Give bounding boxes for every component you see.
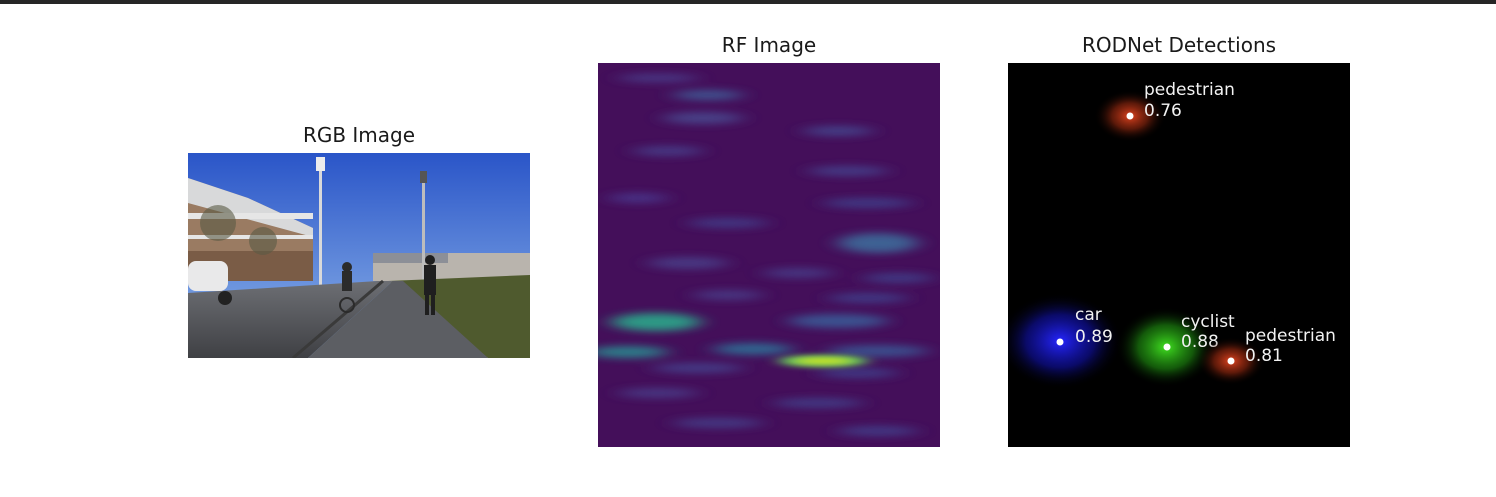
rgb-image — [188, 153, 530, 358]
detection-class-label: pedestrian — [1144, 80, 1235, 100]
window-top-bar — [0, 0, 1496, 4]
detection-pedestrian-right: pedestrian 0.81 — [1197, 326, 1336, 385]
rf-image — [598, 63, 940, 447]
detection-point — [1056, 338, 1064, 346]
detection-car: car 0.89 — [1008, 293, 1122, 389]
detection-class-label: car — [1075, 305, 1102, 325]
rf-image-title: RF Image — [721, 33, 817, 57]
detection-score-label: 0.81 — [1245, 346, 1283, 366]
detection-pedestrian-top: pedestrian 0.76 — [1094, 80, 1235, 142]
rgb-image-title: RGB Image — [302, 123, 416, 147]
detection-point — [1227, 357, 1235, 365]
detections-image: pedestrian 0.76 car 0.89 cyclist 0.88 pe… — [1008, 63, 1350, 447]
detection-class-label: pedestrian — [1245, 326, 1336, 346]
detection-score-label: 0.76 — [1144, 101, 1182, 121]
detection-score-label: 0.89 — [1075, 327, 1113, 347]
detection-point — [1126, 112, 1134, 120]
detections-title: RODNet Detections — [1081, 33, 1277, 57]
detection-point — [1163, 343, 1171, 351]
detection-class-label: cyclist — [1181, 312, 1235, 332]
